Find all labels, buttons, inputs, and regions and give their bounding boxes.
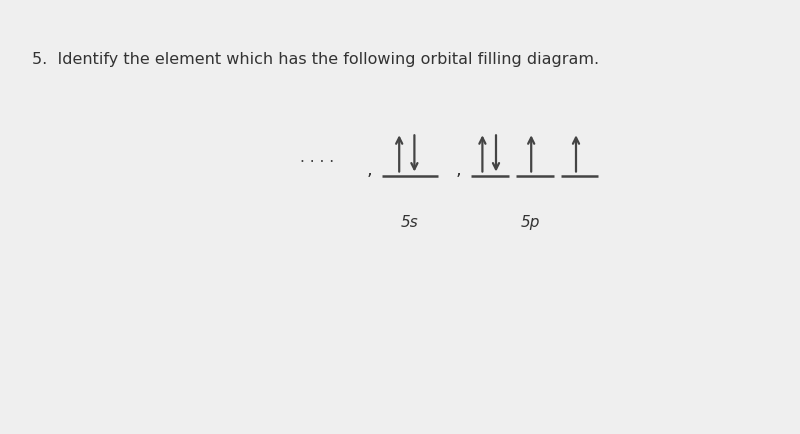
Text: 5.  Identify the element which has the following orbital filling diagram.: 5. Identify the element which has the fo…	[32, 52, 599, 67]
Text: 5s: 5s	[401, 215, 418, 230]
Text: ,: ,	[366, 161, 373, 179]
Text: 5p: 5p	[521, 215, 540, 230]
Text: · · · ·: · · · ·	[300, 155, 334, 170]
Text: ,: ,	[455, 161, 462, 179]
